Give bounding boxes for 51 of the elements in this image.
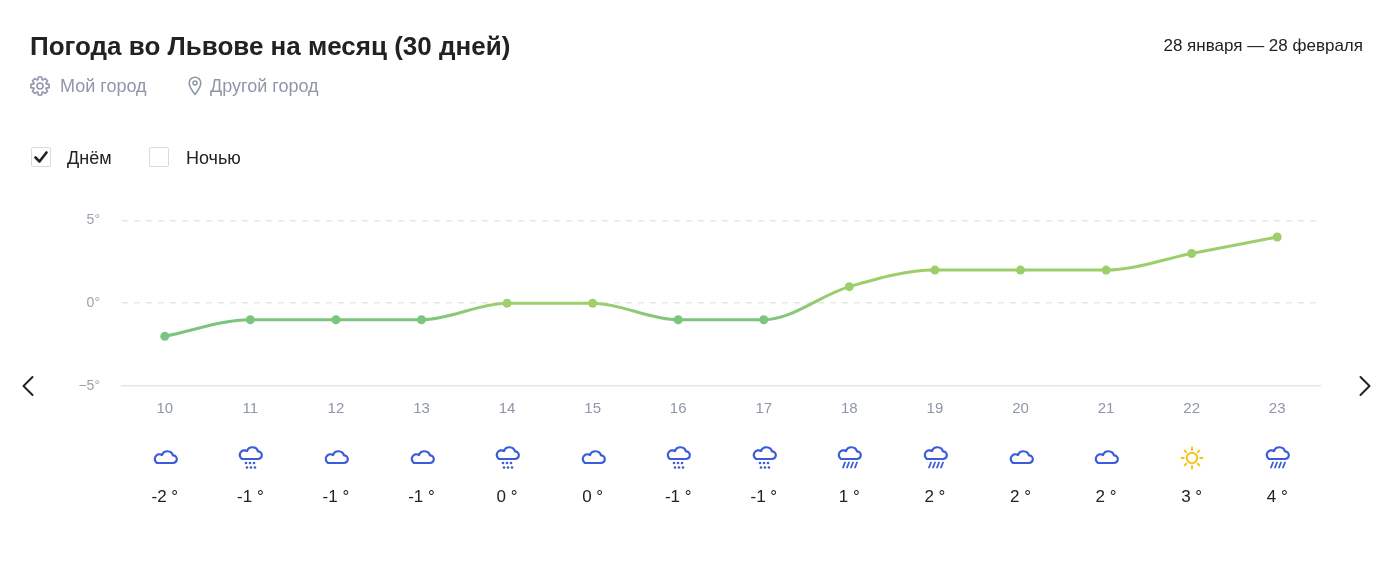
point [930,265,940,275]
data-label: 3 ° [1181,486,1203,506]
x-tick-label: 11 [242,399,259,417]
y-tick-label: 0° [86,294,100,311]
y-tick-label: −5° [78,376,100,393]
data-label: 2 ° [1095,486,1117,506]
data-label: 2 ° [1010,486,1031,506]
data-label: 0 ° [496,486,518,506]
data-label: 4 ° [1266,486,1288,506]
data-label: 1 ° [838,486,860,506]
x-tick-label: 14 [498,399,516,417]
point [1187,249,1197,259]
y-tick-label: 5° [86,211,100,228]
text: Другой город [210,75,319,98]
chart-title: Погода во Львове на месяц (30 дней) [30,30,511,62]
point [331,315,341,325]
x-tick-label: 15 [584,399,601,417]
x-tick-label: 22 [1183,399,1200,417]
data-label: 0 ° [582,486,604,506]
point [1272,232,1282,242]
point [1101,265,1111,275]
chart-subtitle: 28 января — 28 февраля [1163,35,1363,57]
data-label: 2 ° [924,486,946,506]
x-tick-label: 12 [327,399,345,417]
x-tick-label: 13 [413,399,430,417]
text: Мой город [60,75,147,98]
x-tick-label: 19 [926,399,944,417]
data-label: -1 ° [408,486,435,506]
data-label: -1 ° [664,486,692,506]
data-label: -2 ° [151,486,179,506]
text: Ночью [186,147,241,170]
x-tick-label: 20 [1012,399,1029,417]
x-tick-label: 23 [1268,399,1286,417]
data-label: -1 ° [322,486,350,506]
point [160,331,170,341]
x-tick-label: 21 [1097,399,1115,417]
point [844,282,854,292]
data-label: -1 ° [237,486,264,506]
point [245,315,255,325]
data-label: -1 ° [750,486,778,506]
x-tick-label: 18 [841,399,858,417]
point [502,298,512,308]
x-tick-label: 16 [669,399,687,417]
text: Днём [67,147,112,170]
x-tick-label: 10 [156,399,174,417]
point [588,298,598,308]
point [759,315,769,325]
point [1016,265,1025,275]
point [673,315,683,325]
point [417,315,426,325]
x-tick-label: 17 [755,399,773,417]
